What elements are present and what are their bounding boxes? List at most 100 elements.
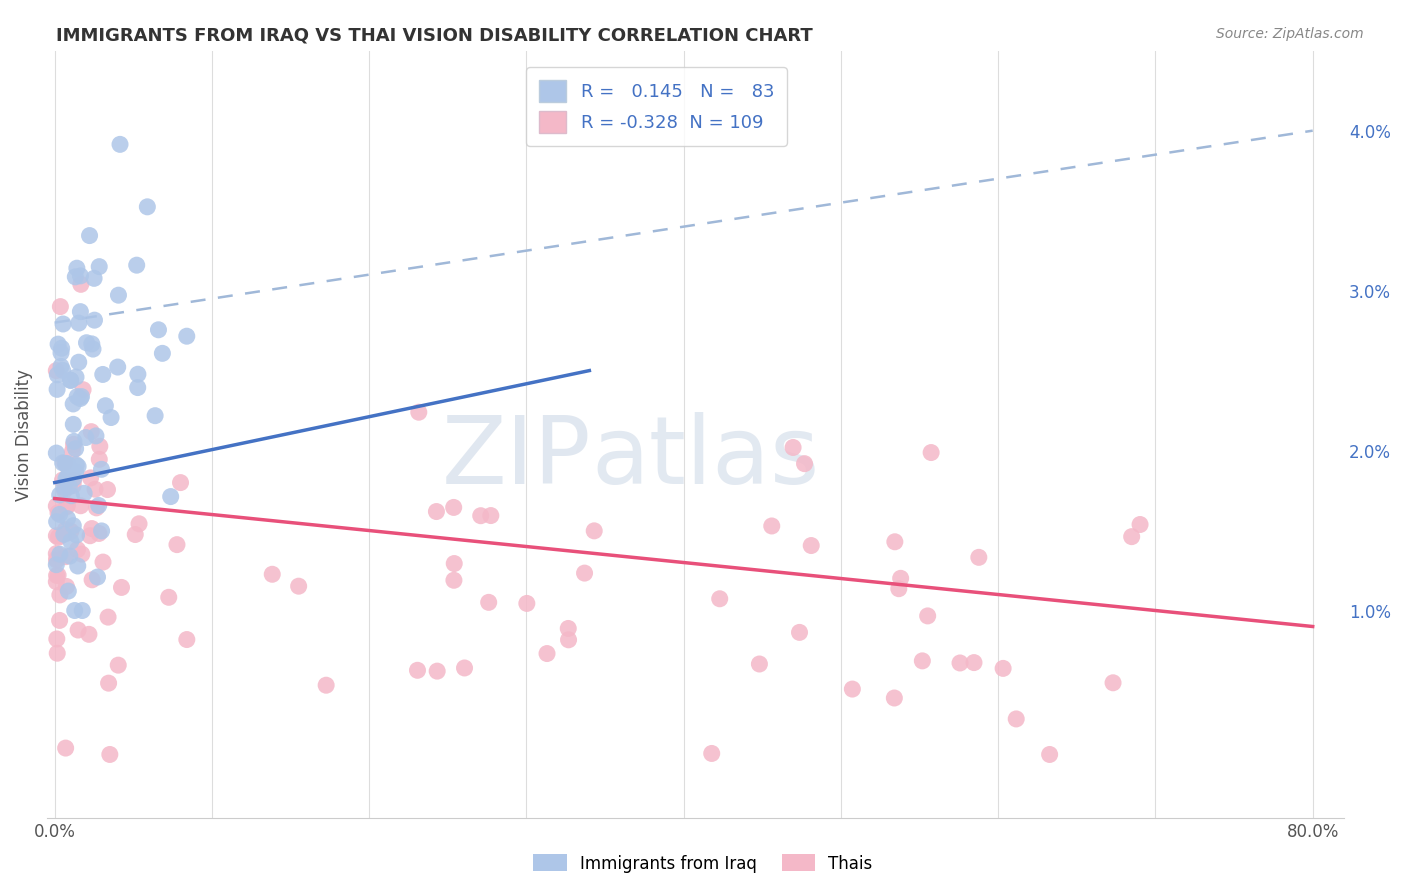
Point xyxy=(917,608,939,623)
Point xyxy=(82,573,104,587)
Point xyxy=(883,691,905,706)
Point xyxy=(516,596,538,610)
Point xyxy=(127,381,149,395)
Point xyxy=(59,524,82,539)
Point xyxy=(72,383,94,397)
Point xyxy=(90,462,112,476)
Point xyxy=(125,258,148,272)
Point xyxy=(45,515,67,529)
Point xyxy=(48,614,70,628)
Point xyxy=(107,288,129,302)
Point xyxy=(963,656,986,670)
Text: ZIP: ZIP xyxy=(441,411,592,504)
Point xyxy=(887,582,910,596)
Point xyxy=(65,442,87,456)
Text: atlas: atlas xyxy=(592,411,820,504)
Point xyxy=(536,647,558,661)
Point xyxy=(52,363,75,377)
Point xyxy=(82,342,104,356)
Point xyxy=(62,417,84,432)
Point xyxy=(72,603,94,617)
Point xyxy=(557,632,579,647)
Point xyxy=(890,571,912,585)
Point xyxy=(46,568,69,582)
Point xyxy=(748,657,770,671)
Point xyxy=(761,519,783,533)
Point xyxy=(84,429,107,443)
Point xyxy=(159,490,181,504)
Point xyxy=(46,506,69,520)
Point xyxy=(86,500,108,515)
Legend: Immigrants from Iraq, Thais: Immigrants from Iraq, Thais xyxy=(527,847,879,880)
Point xyxy=(1005,712,1028,726)
Point xyxy=(91,368,114,382)
Point xyxy=(89,260,111,274)
Point xyxy=(89,439,111,453)
Point xyxy=(75,431,97,445)
Point xyxy=(87,526,110,541)
Point xyxy=(67,355,90,369)
Point xyxy=(90,524,112,538)
Point xyxy=(65,269,87,284)
Point xyxy=(1102,675,1125,690)
Point xyxy=(49,359,72,374)
Text: Source: ZipAtlas.com: Source: ZipAtlas.com xyxy=(1216,27,1364,41)
Point xyxy=(86,570,108,584)
Point xyxy=(62,471,84,485)
Point xyxy=(408,405,430,419)
Point xyxy=(110,581,132,595)
Point xyxy=(453,661,475,675)
Point xyxy=(48,488,70,502)
Point xyxy=(1129,517,1152,532)
Point xyxy=(107,359,129,374)
Point xyxy=(59,524,82,539)
Point xyxy=(87,499,110,513)
Point xyxy=(80,337,103,351)
Point xyxy=(46,383,69,397)
Point xyxy=(55,741,77,756)
Point xyxy=(59,373,82,387)
Point xyxy=(406,663,429,677)
Point xyxy=(583,524,606,538)
Point xyxy=(65,528,87,542)
Point xyxy=(94,399,117,413)
Point xyxy=(479,508,502,523)
Point xyxy=(443,574,465,588)
Point xyxy=(58,480,80,494)
Point xyxy=(45,574,67,589)
Point xyxy=(262,567,284,582)
Point xyxy=(63,434,86,449)
Point xyxy=(79,529,101,543)
Point xyxy=(56,469,79,483)
Point xyxy=(52,456,75,470)
Point xyxy=(124,527,146,541)
Point xyxy=(65,458,87,472)
Point xyxy=(66,390,89,404)
Point xyxy=(79,228,101,243)
Point xyxy=(709,591,731,606)
Point xyxy=(98,747,121,762)
Point xyxy=(136,200,159,214)
Point xyxy=(1039,747,1062,762)
Point xyxy=(45,558,67,572)
Point xyxy=(59,373,82,387)
Point xyxy=(789,625,811,640)
Point xyxy=(60,444,83,458)
Point xyxy=(66,542,89,557)
Point xyxy=(991,661,1014,675)
Y-axis label: Vision Disability: Vision Disability xyxy=(15,368,32,500)
Point xyxy=(69,392,91,406)
Point xyxy=(49,547,72,561)
Point xyxy=(51,473,73,487)
Point xyxy=(55,549,77,564)
Point xyxy=(949,656,972,670)
Point xyxy=(425,504,447,518)
Point xyxy=(52,527,75,541)
Point xyxy=(883,534,905,549)
Point xyxy=(80,522,103,536)
Point xyxy=(46,646,69,660)
Point xyxy=(920,445,942,459)
Point xyxy=(62,397,84,411)
Point xyxy=(80,425,103,439)
Point xyxy=(58,478,80,492)
